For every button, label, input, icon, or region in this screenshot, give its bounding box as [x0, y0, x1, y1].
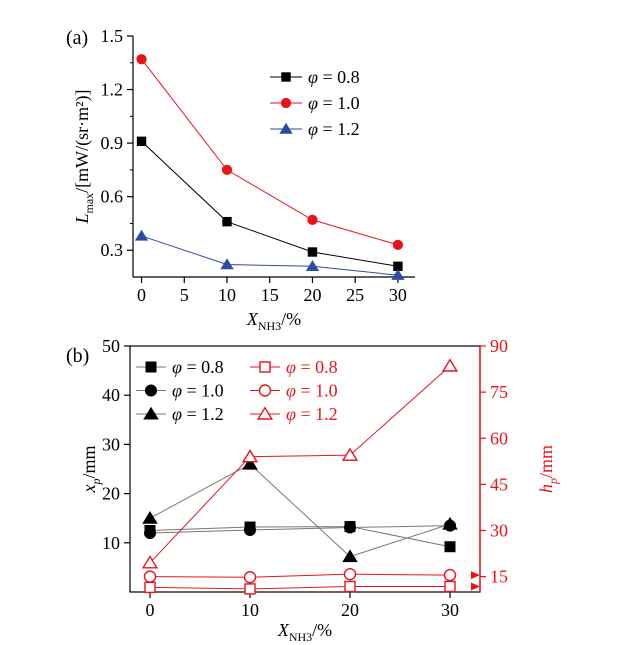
panel-b-legend-right-label: φ = 0.8: [286, 357, 338, 377]
panel-b-chart: (b) 0 10 20 30 10 20 30 40 50 15 30 45 60 75 90 XNH3/% xp…: [66, 336, 560, 644]
panel-b-x-tick-label: 20: [341, 600, 359, 620]
panel-b-right-axis-arrow: [471, 571, 480, 580]
panel-b-legend-right-marker: [258, 384, 272, 397]
panel-b-right-axis-arrow: [471, 582, 480, 591]
panel-a-legend-marker: [279, 122, 293, 134]
panel-a-y-tick-label: 0.3: [101, 240, 124, 260]
panel-a-chart: (a) 0 5 10 15 20 25 30 0.3 0.6 0.9 1.2 1.5 XNH3/% Lmax…: [66, 26, 415, 333]
panel-b-y-left-tick-label: 20: [102, 484, 120, 504]
panel-a-label: (a): [66, 27, 88, 49]
panel-b-legend-right-label: φ = 1.2: [286, 404, 338, 424]
panel-a-data-point: [305, 260, 320, 271]
panel-b-right-data-point: [343, 567, 357, 581]
panel-a-series-line: [141, 58, 399, 246]
panel-a-data-point: [222, 216, 232, 227]
panel-a-legend-label: φ = 0.8: [308, 67, 360, 87]
panel-a-data-point: [391, 269, 405, 280]
panel-b-label: (b): [66, 345, 89, 367]
panel-b-x-tick-label: 0: [146, 600, 155, 620]
panel-b-left-data-point: [444, 541, 456, 553]
panel-a-data-point: [220, 258, 234, 270]
panel-a-x-tick-label: 30: [389, 285, 407, 305]
panel-b-y-left-tick-label: 50: [102, 336, 120, 356]
panel-b-y-right-tick-label: 45: [490, 474, 508, 494]
panel-b-right-data-point: [243, 571, 257, 584]
panel-a-x-tick-label: 0: [137, 285, 146, 305]
panel-a-series-line: [141, 235, 398, 276]
panel-b-right-data-point: [141, 555, 159, 569]
panel-b-left-data-point: [342, 549, 358, 563]
panel-b-right-data-point: [144, 581, 156, 594]
panel-b-right-data-point: [341, 447, 359, 461]
panel-b-legend-right-marker: [256, 406, 274, 420]
panel-b-left-series-line: [149, 525, 451, 534]
panel-b-legend-right-label: φ = 1.0: [286, 381, 338, 401]
panel-b-left-series-line: [149, 463, 451, 558]
panel-b-right-data-point: [143, 570, 157, 583]
panel-b-right-series-line: [149, 365, 451, 564]
panel-a-data-point: [221, 164, 233, 176]
panel-b-left-data-point: [144, 526, 156, 539]
panel-a-y-tick-label: 0.6: [101, 187, 124, 207]
panel-a-y-axis-title: Lmax/[mW/(sr·m²)]: [72, 89, 96, 224]
panel-b-left-series-line: [149, 526, 451, 548]
panel-a-data-point: [134, 229, 149, 241]
panel-a-legend-marker: [280, 97, 292, 109]
panel-b-left-data-point: [142, 510, 158, 524]
panel-a-y-tick-label: 1.5: [101, 26, 124, 46]
panel-b-legend-left-marker: [145, 384, 157, 397]
panel-a-data-point: [136, 54, 147, 65]
panel-b-x-tick-label: 30: [441, 600, 459, 620]
panel-a-x-tick-label: 5: [180, 285, 189, 305]
panel-b-right-data-point: [443, 568, 457, 582]
panel-a-y-tick-label: 0.9: [101, 133, 124, 153]
panel-b-y-right-tick-label: 15: [490, 567, 508, 587]
panel-b-y-right-tick-label: 60: [490, 428, 508, 448]
panel-b-right-data-point: [444, 580, 456, 593]
panel-b-y-left-tick-label: 40: [102, 385, 120, 405]
panel-b-legend-left-label: φ = 0.8: [172, 357, 224, 377]
panel-a-x-tick-label: 15: [261, 285, 279, 305]
panel-b-right-data-point: [344, 580, 356, 593]
panel-b-left-data-point: [244, 524, 256, 537]
panel-b-right-series-line: [149, 585, 450, 590]
panel-b-y-left-axis-title: xp/mm: [79, 445, 103, 493]
panel-a-legend-marker: [281, 72, 291, 82]
panel-b-legend-left-label: φ = 1.2: [172, 404, 224, 424]
panel-b-legend-left-marker: [143, 406, 159, 420]
panel-b-left-data-point: [442, 516, 458, 530]
panel-b-y-right-tick-label: 90: [490, 336, 508, 356]
panel-b-y-left-tick-label: 30: [102, 434, 120, 454]
panel-b-legend-left-marker: [145, 361, 157, 373]
panel-b-legend-right-marker: [259, 361, 271, 373]
panel-a-x-tick-label: 10: [218, 285, 236, 305]
panel-a-data-point: [136, 136, 147, 147]
panel-a-legend-label: φ = 1.2: [308, 119, 360, 139]
panel-b-left-data-point: [242, 456, 258, 470]
panel-b-left-data-point: [344, 521, 356, 534]
panel-a-data-point: [392, 239, 404, 250]
panel-b-x-tick-label: 10: [241, 600, 259, 620]
panel-a-legend-label: φ = 1.0: [308, 93, 360, 113]
panel-b-right-data-point: [441, 358, 459, 372]
panel-a-x-tick-label: 20: [303, 285, 321, 305]
panel-b-right-data-point: [244, 583, 256, 595]
panel-a-data-point: [307, 214, 318, 225]
panel-a-y-tick-label: 1.2: [101, 80, 124, 100]
panel-b-y-right-tick-label: 30: [490, 521, 508, 541]
panel-b-y-right-axis-title: hp/mm: [536, 445, 560, 493]
panel-b-right-data-point: [241, 449, 259, 463]
panel-b-x-axis-title: XNH3/%: [277, 620, 332, 644]
panel-a-series-line: [141, 140, 398, 267]
panel-a-x-tick-label: 25: [346, 285, 364, 305]
panel-b-y-right-tick-label: 75: [490, 382, 508, 402]
panel-b-legend-left-label: φ = 1.0: [172, 381, 224, 401]
panel-b-right-series-line: [149, 573, 451, 578]
panel-a-data-point: [307, 247, 318, 257]
panel-b-y-left-tick-label: 10: [102, 533, 120, 553]
panel-a-x-axis-title: XNH3/%: [246, 309, 301, 333]
